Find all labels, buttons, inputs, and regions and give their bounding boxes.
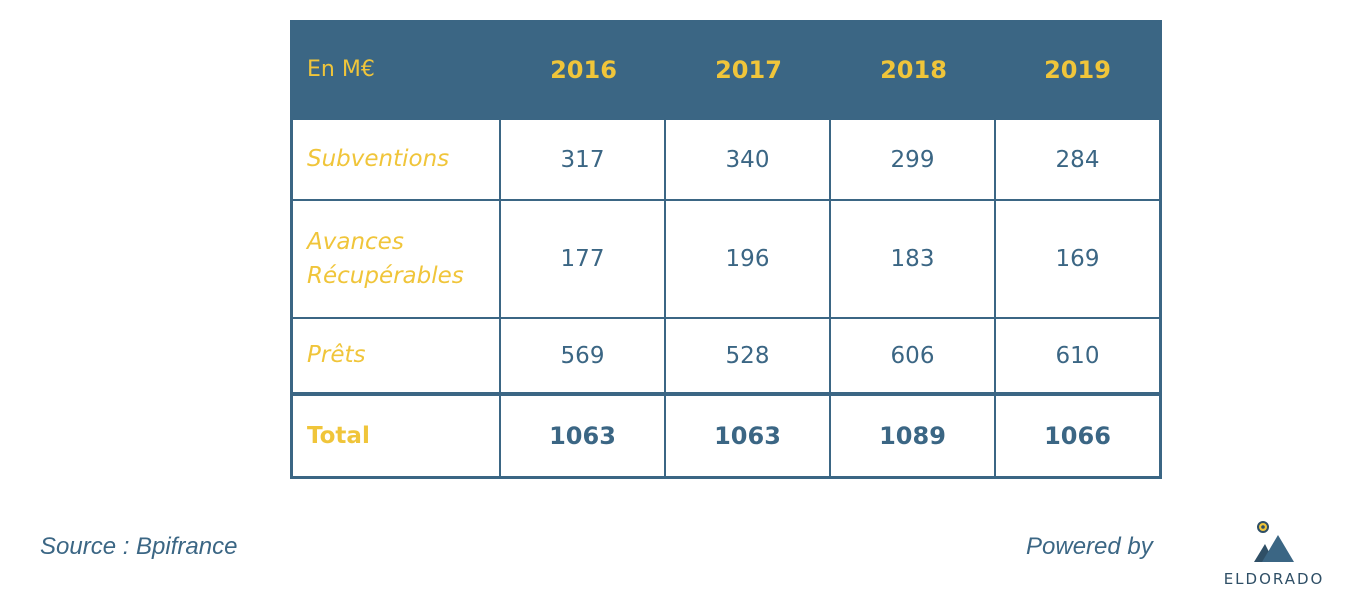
powered-by-text: Powered by bbox=[1026, 533, 1153, 560]
cell-subventions-2019: 284 bbox=[1055, 146, 1100, 173]
cell-subventions-2017: 340 bbox=[666, 120, 831, 199]
cell-total-2016: 1063 bbox=[501, 396, 666, 476]
cell-prets-2019: 610 bbox=[1055, 342, 1100, 369]
table-row-avances: Avances Récupérables 177 196 183 169 bbox=[293, 201, 1159, 317]
cell-prets-2017: 528 bbox=[666, 319, 831, 392]
row-label-prets: Prêts bbox=[293, 319, 501, 392]
cell-subventions-2018: 299 bbox=[831, 120, 996, 199]
financing-table: En M€ 2016 2017 2018 2019 Subventions 31… bbox=[290, 20, 1162, 479]
header-year-2016: 2016 bbox=[550, 55, 617, 84]
row-label-total: Total bbox=[293, 396, 501, 476]
cell-total-2019: 1066 bbox=[1044, 422, 1111, 450]
row-label-avances: Avances Récupérables bbox=[293, 201, 501, 317]
header-year-2019: 2019 bbox=[1044, 55, 1111, 84]
table-row-subventions: Subventions 317 340 299 284 bbox=[293, 120, 1159, 199]
cell-avances-2016: 177 bbox=[501, 201, 666, 317]
table-row-total: Total 1063 1063 1089 1066 bbox=[293, 396, 1159, 476]
cell-total-2017: 1063 bbox=[666, 396, 831, 476]
cell-avances-2018: 183 bbox=[831, 201, 996, 317]
table-row-prets: Prêts 569 528 606 610 bbox=[293, 319, 1159, 392]
row-label-subventions: Subventions bbox=[293, 120, 501, 199]
total-separator bbox=[293, 392, 1159, 396]
header-separator bbox=[293, 116, 1159, 120]
header-unit-label: En M€ bbox=[307, 57, 375, 82]
cell-avances-2017: 196 bbox=[666, 201, 831, 317]
cell-prets-2018: 606 bbox=[831, 319, 996, 392]
cell-prets-2016: 569 bbox=[501, 319, 666, 392]
cell-avances-2019: 169 bbox=[1055, 246, 1100, 272]
header-year-2017: 2017 bbox=[715, 55, 782, 84]
row-separator bbox=[293, 199, 1159, 201]
header-year-2018: 2018 bbox=[880, 55, 947, 84]
row-label-avances-line-1: Avances bbox=[307, 228, 404, 255]
row-label-avances-line-2: Récupérables bbox=[307, 263, 464, 289]
eldorado-logo: ELDORADO bbox=[1218, 518, 1330, 592]
mountain-sun-icon bbox=[1254, 521, 1294, 562]
source-note: Source : Bpifrance bbox=[40, 533, 238, 560]
table-header-row: En M€ 2016 2017 2018 2019 bbox=[293, 23, 1159, 116]
cell-subventions-2016: 317 bbox=[501, 120, 666, 199]
cell-total-2018: 1089 bbox=[831, 396, 996, 476]
row-separator bbox=[293, 317, 1159, 319]
logo-wordmark: ELDORADO bbox=[1223, 570, 1325, 588]
